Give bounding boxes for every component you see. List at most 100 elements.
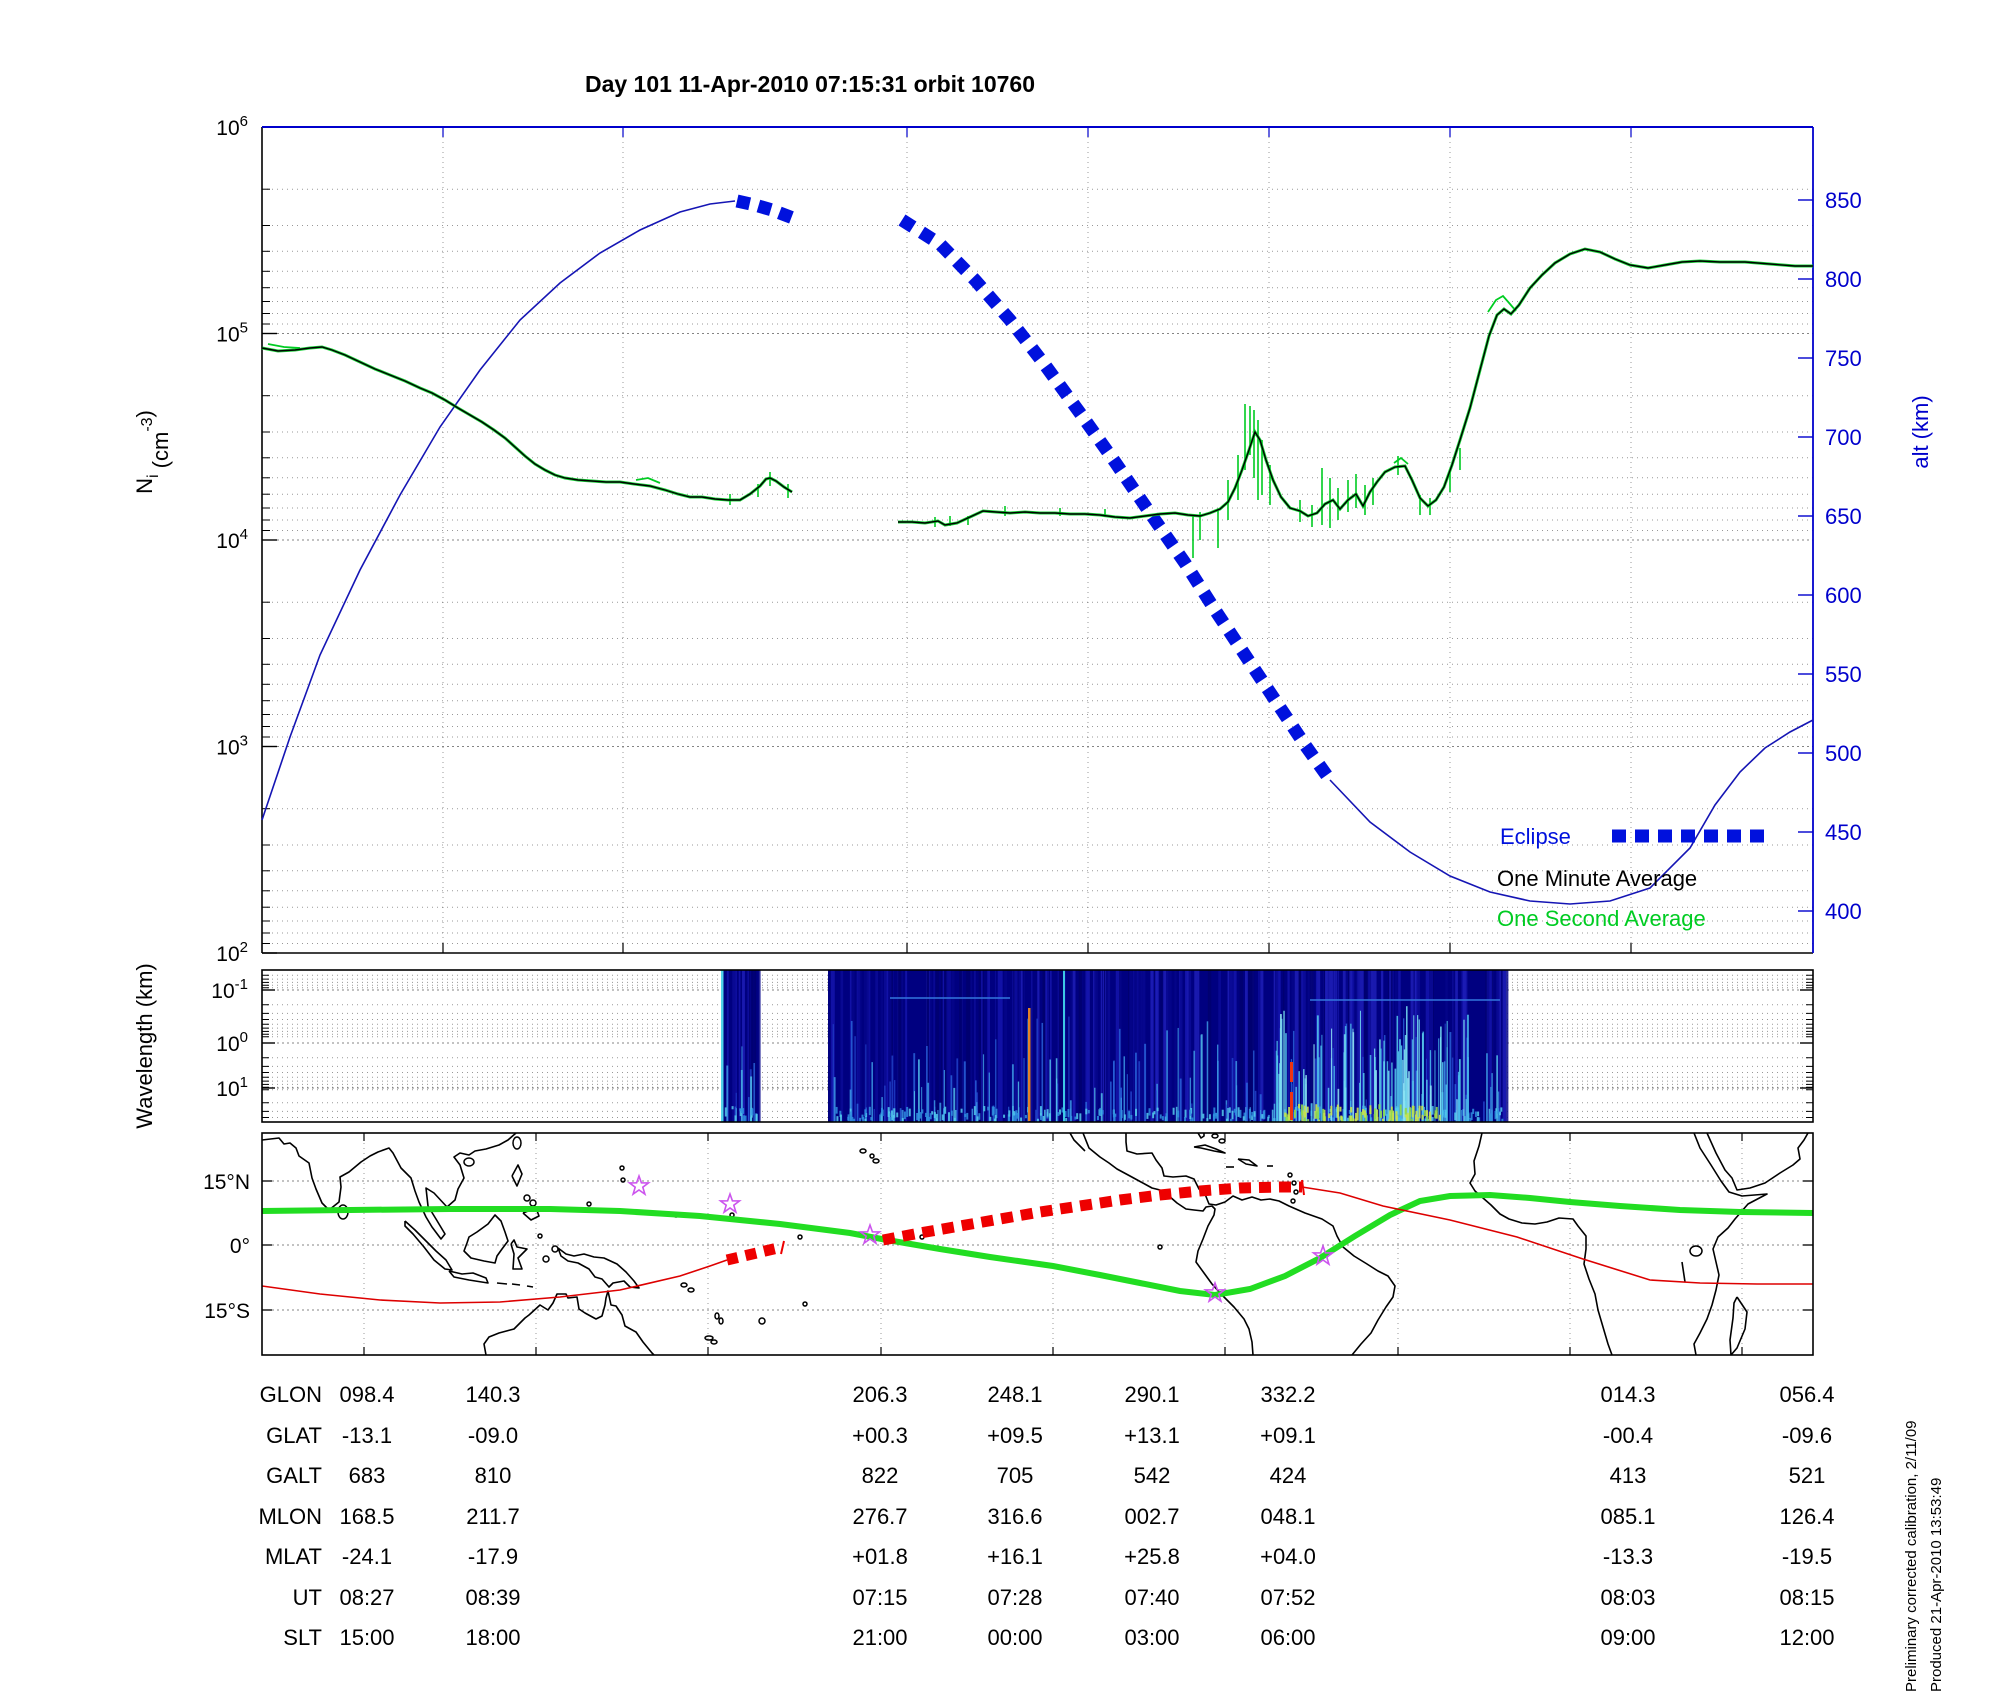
table-cell: 21:00 [852, 1625, 907, 1650]
table-cell: -09.6 [1782, 1423, 1832, 1448]
table-cell: 413 [1610, 1463, 1647, 1488]
side-note-calibration: Preliminary corrected calibration, 2/11/… [1903, 1420, 1920, 1692]
table-cell: -09.0 [468, 1423, 518, 1448]
table-cell: 521 [1789, 1463, 1826, 1488]
coastline [526, 1285, 534, 1288]
ground-station-star [1203, 1280, 1227, 1304]
table-cell: -17.9 [468, 1544, 518, 1569]
wavelength-axis-label: Wavelength (km) [132, 963, 157, 1128]
map-label-0: 0° [230, 1235, 250, 1258]
ni-one-second-deviation [635, 477, 661, 484]
table-cell: 206.3 [852, 1382, 907, 1407]
coastline [511, 1164, 523, 1187]
island [1290, 1198, 1296, 1204]
coastline [510, 1239, 528, 1270]
island [523, 1194, 531, 1202]
table-cell: 048.1 [1260, 1504, 1315, 1529]
table-cell: 056.4 [1779, 1382, 1834, 1407]
table-row-label: GALT [266, 1463, 322, 1488]
table-cell: 03:00 [1124, 1625, 1179, 1650]
coastline [1693, 1133, 1768, 1355]
magnetic-equator-track [262, 1191, 1813, 1299]
coastline [1237, 1158, 1258, 1167]
island [1689, 1245, 1703, 1257]
map-frame [261, 1132, 1814, 1356]
coastline [1193, 1144, 1226, 1154]
spectrogram-panel: 10-1 100 101 Wavelength (km) [132, 963, 1814, 1129]
spec-cyan-line [1063, 970, 1065, 1122]
ni-one-second-deviation [267, 343, 301, 349]
table-row-label: UT [293, 1585, 322, 1610]
table-cell: 424 [1270, 1463, 1307, 1488]
page-title: Day 101 11-Apr-2010 07:15:31 orbit 10760 [585, 71, 1035, 97]
table-cell: +01.8 [852, 1544, 908, 1569]
table-cell: 002.7 [1124, 1504, 1179, 1529]
table-cell: +09.1 [1260, 1423, 1316, 1448]
table-cell: 683 [349, 1463, 386, 1488]
table-cell: +09.5 [987, 1423, 1043, 1448]
ni-one-minute-right [898, 248, 1813, 526]
table-cell: -00.4 [1603, 1423, 1653, 1448]
table-cell: 12:00 [1779, 1625, 1834, 1650]
ni-axis-label: Ni (cm-3) [132, 410, 173, 494]
coastline [1069, 1133, 1086, 1152]
table-cell: 126.4 [1779, 1504, 1834, 1529]
coastline [511, 1283, 521, 1286]
coastline [1125, 1133, 1396, 1355]
alt-axis-label: alt (km) [1908, 395, 1933, 468]
coastline [1469, 1133, 1613, 1355]
ephemeris-table: GLON 098.4 140.3 206.3 248.1 290.1 332.2 014.3 0… [258, 1382, 1834, 1650]
alt-tick-label: 650 [1825, 504, 1862, 529]
map-content [262, 1133, 1813, 1355]
coastline [483, 1290, 655, 1355]
table-cell: 140.3 [465, 1382, 520, 1407]
island [797, 1234, 803, 1240]
table-cell: 085.1 [1600, 1504, 1655, 1529]
island [529, 1199, 537, 1207]
alt-tick-label: 400 [1825, 899, 1862, 924]
island [718, 1317, 724, 1325]
map-label-15s: 15°S [204, 1300, 250, 1323]
table-cell: +25.8 [1124, 1544, 1180, 1569]
ni-one-second-deviation [1487, 294, 1517, 313]
table-cell: 15:00 [339, 1625, 394, 1650]
table-cell: 290.1 [1124, 1382, 1179, 1407]
tick-label: 105 [216, 320, 248, 347]
table-cell: 332.2 [1260, 1382, 1315, 1407]
table-cell: +16.1 [987, 1544, 1043, 1569]
island [1287, 1172, 1293, 1178]
ground-station-star [627, 1173, 651, 1197]
table-cell: 07:40 [1124, 1585, 1179, 1610]
table-cell: 810 [475, 1463, 512, 1488]
table-cell: 07:28 [987, 1585, 1042, 1610]
coastline [463, 1214, 509, 1264]
table-cell: 09:00 [1600, 1625, 1655, 1650]
island [758, 1317, 766, 1325]
coastline [496, 1282, 508, 1285]
island [1157, 1244, 1163, 1250]
eclipse-segment-1 [735, 194, 796, 225]
eclipse-segment-2 [898, 214, 1336, 784]
alt-tick-label: 850 [1825, 188, 1862, 213]
island [859, 1148, 867, 1154]
island [872, 1158, 880, 1164]
table-cell: 07:52 [1260, 1585, 1315, 1610]
table-cell: 316.6 [987, 1504, 1042, 1529]
generated-graphics: 106 105 104 103 102 850 800 750 700 650 600 550 500 4… [132, 113, 1933, 1650]
table-row-label: MLON [258, 1504, 322, 1529]
tick-label: 100 [216, 1029, 248, 1056]
island [512, 1136, 522, 1150]
island [704, 1335, 714, 1341]
coastline [1729, 1296, 1748, 1355]
island [1293, 1189, 1299, 1195]
coastline [404, 1220, 453, 1271]
island [463, 1157, 475, 1167]
tick-label: 10-1 [211, 976, 248, 1003]
coastline [1197, 1133, 1205, 1139]
island [802, 1301, 808, 1307]
spec-horiz-streak [890, 997, 1010, 999]
spec-horiz-streak [1310, 999, 1500, 1001]
ground-station-star [718, 1191, 742, 1215]
tick-label: 103 [216, 733, 248, 760]
table-cell: 08:03 [1600, 1585, 1655, 1610]
